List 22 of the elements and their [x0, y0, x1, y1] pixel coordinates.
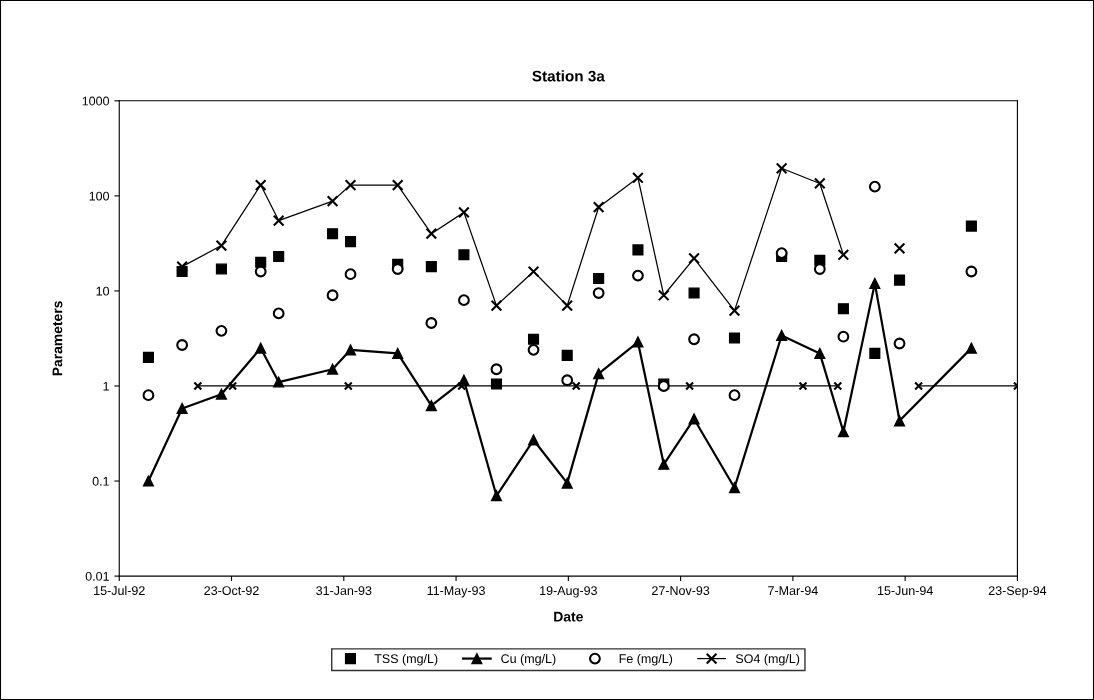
y-tick-label: 100	[89, 191, 110, 201]
legend-label: TSS (mg/L)	[374, 653, 438, 666]
x-tick-label: 27-Nov-93	[652, 586, 710, 595]
x-tick-label: 15-Jul-92	[94, 585, 145, 595]
y-tick-label: 1000	[82, 96, 110, 106]
x-tick-label: 23-Oct-92	[204, 586, 259, 595]
legend-label: SO4 (mg/L)	[735, 653, 800, 666]
y-tick-label: 10	[96, 286, 110, 296]
legend-label: Cu (mg/L)	[501, 653, 556, 666]
y-axis-title: Parameters	[52, 301, 63, 376]
x-tick-label: 15-Jun-94	[877, 586, 933, 595]
x-tick-label: 11-May-93	[427, 586, 485, 598]
x-tick-label: 23-Sep-94	[988, 586, 1047, 598]
chart-title: Station 3a	[532, 70, 605, 82]
x-tick-label: 7-Mar-94	[768, 586, 818, 595]
y-tick-label: 0.01	[85, 571, 109, 581]
x-tick-label: 31-Jan-93	[316, 586, 372, 595]
x-axis-title: Date	[554, 611, 583, 622]
legend-label: Fe (mg/L)	[619, 653, 673, 666]
y-tick-label: 1	[103, 381, 109, 391]
y-tick-label: 0.1	[92, 476, 109, 486]
x-tick-label: 19-Aug-93	[540, 586, 597, 598]
